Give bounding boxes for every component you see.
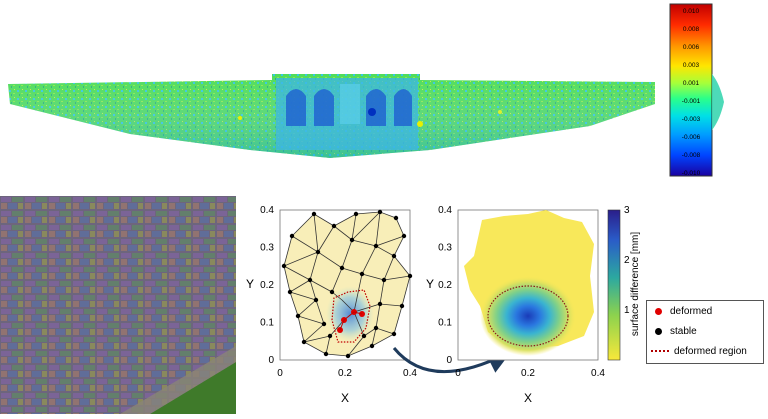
colorbar-tick-label: -0.003 bbox=[682, 116, 701, 123]
y-axis-label: Y bbox=[246, 277, 254, 291]
y-tick-label: 0.1 bbox=[438, 318, 452, 329]
x-tick-label: 0 bbox=[277, 368, 283, 379]
y-tick-label: 0.4 bbox=[438, 205, 452, 216]
arrow-icon bbox=[392, 347, 512, 373]
colorbar-tick-label: 3 bbox=[624, 205, 630, 216]
y-axis-label: Y bbox=[426, 277, 434, 291]
colorbar-tick-label: 0.010 bbox=[683, 8, 700, 15]
elevation-colorbar: 0.010 0.008 0.006 0.003 0.001 -0.001 -0.003 -0.… bbox=[668, 2, 758, 178]
x-tick-label: 0.2 bbox=[521, 368, 535, 379]
stable-nodes bbox=[281, 209, 413, 359]
x-tick-label: 0.4 bbox=[403, 368, 417, 379]
legend-item-stable: stable bbox=[647, 321, 763, 341]
red-dot-icon bbox=[655, 307, 662, 315]
y-tick-label: 0.3 bbox=[260, 243, 274, 254]
colorbar-tick-label: 1 bbox=[624, 305, 630, 316]
x-tick-label: 0.2 bbox=[338, 368, 352, 379]
colorbar-tick-label: 0.001 bbox=[683, 80, 700, 87]
deformed-region-outline bbox=[487, 285, 569, 347]
x-tick-label: 0.4 bbox=[591, 368, 605, 379]
colorbar-tick-label: -0.010 bbox=[682, 170, 701, 177]
colorbar-label: surface difference [mm] bbox=[630, 232, 641, 337]
deformed-region-outline bbox=[331, 289, 371, 343]
legend-label: deformed region bbox=[674, 345, 747, 357]
colorbar-tick-label: 0.003 bbox=[683, 62, 700, 69]
legend: deformed stable deformed region bbox=[646, 300, 764, 364]
legend-item-deformed: deformed bbox=[647, 301, 763, 321]
black-dot-icon bbox=[655, 327, 662, 335]
colorbar-tick-label: 2 bbox=[624, 255, 630, 266]
surface-difference-plot: 0 0.2 0.4 0 0.1 0.2 0.3 0.4 1 2 3 surface differen… bbox=[424, 196, 646, 414]
deformation-mesh-plot: 0 0.2 0.4 0 0.1 0.2 0.3 0.4 X Y bbox=[244, 196, 428, 414]
legend-label: stable bbox=[670, 325, 697, 337]
colorbar-tick-label: -0.008 bbox=[682, 152, 701, 159]
wall-photo-segmentation bbox=[0, 196, 236, 414]
colorbar-tick-label: -0.006 bbox=[682, 134, 701, 141]
colorbar-tick-label: 0.008 bbox=[683, 26, 700, 33]
x-axis-label: X bbox=[341, 391, 349, 405]
legend-item-deformed-region: deformed region bbox=[647, 341, 763, 361]
y-tick-label: 0.4 bbox=[260, 205, 274, 216]
y-tick-label: 0.2 bbox=[260, 280, 274, 291]
y-tick-label: 0.1 bbox=[260, 318, 274, 329]
colorbar-tick-labels: 0.010 0.008 0.006 0.003 0.001 -0.001 -0.003 -0.… bbox=[682, 8, 701, 177]
dotted-line-icon bbox=[651, 350, 669, 352]
colorbar-tick-label: -0.001 bbox=[682, 98, 701, 105]
transition-arrow bbox=[380, 330, 520, 390]
wall-point-cloud bbox=[0, 0, 660, 170]
difference-colorbar bbox=[607, 209, 621, 361]
surface-region bbox=[284, 212, 410, 356]
y-tick-label: 0.2 bbox=[438, 280, 452, 291]
x-tick-label: 0 bbox=[455, 368, 461, 379]
distribution-curve bbox=[712, 74, 724, 130]
y-tick-label: 0.3 bbox=[438, 243, 452, 254]
legend-label: deformed bbox=[670, 305, 713, 317]
y-tick-label: 0 bbox=[446, 355, 452, 366]
y-tick-label: 0 bbox=[268, 355, 274, 366]
colorbar-tick-label: 0.006 bbox=[683, 44, 700, 51]
x-axis-label: X bbox=[524, 391, 532, 405]
